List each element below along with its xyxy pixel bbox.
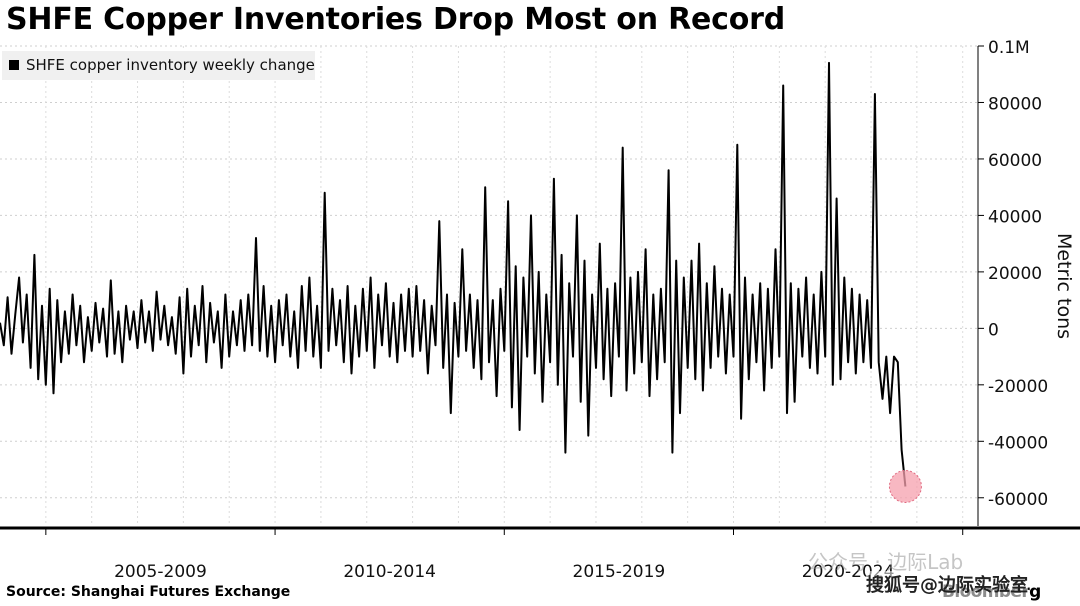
y-tick-label: 40000 [988,207,1042,227]
source-note: Source: Shanghai Futures Exchange [6,584,291,600]
y-tick-label: 20000 [988,264,1042,284]
y-tick-label: 0.1M [988,38,1030,58]
y-tick-label: 0 [988,320,999,340]
y-tick-label: -40000 [988,433,1048,453]
highlight-marker [888,469,922,503]
grid-lines [0,45,978,526]
series-layer [0,61,922,503]
legend-background [2,51,315,80]
x-tick-label: 2005-2009 [114,562,207,582]
legend: SHFE copper inventory weekly change [2,51,315,80]
y-axis-label: Metric tons [1053,233,1075,339]
legend-label: SHFE copper inventory weekly change [26,56,315,74]
chart-title: SHFE Copper Inventories Drop Most on Rec… [6,2,786,37]
x-axis: 2005-2009 2010-2014 2015-2019 2020-2024 [0,526,1080,582]
x-tick-label: 2010-2014 [343,562,436,582]
watermark-account: 搜狐号@边际实验室 [866,571,1028,597]
watermark: 公众号 · 边际Lab [808,550,964,574]
y-tick-label: 60000 [988,151,1042,171]
y-tick-label: 80000 [988,94,1042,114]
y-tick-label: -20000 [988,377,1048,397]
legend-swatch [9,60,19,70]
y-tick-label: -60000 [988,490,1048,510]
y-axis: 0.1M 80000 60000 40000 20000 0 -20000 -40000 -60… [977,38,1048,526]
x-tick-label: 2015-2019 [573,562,666,582]
series-line [0,61,907,487]
